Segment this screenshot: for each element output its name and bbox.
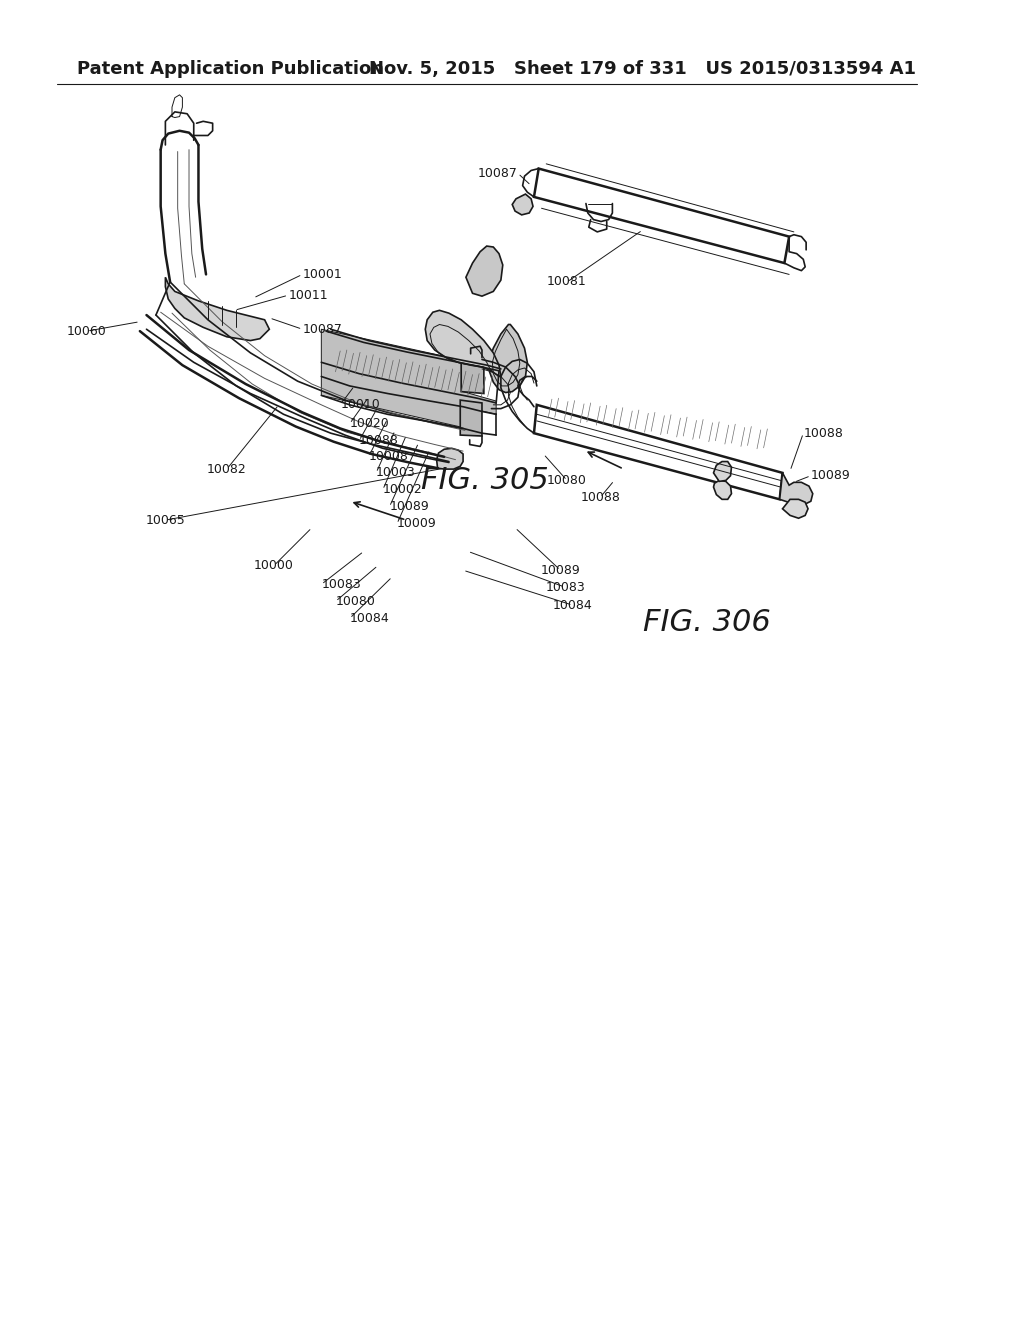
Polygon shape: [534, 405, 782, 499]
Text: 10002: 10002: [383, 483, 423, 496]
Text: 10087: 10087: [302, 322, 342, 335]
Text: FIG. 306: FIG. 306: [643, 607, 770, 636]
Text: 10080: 10080: [547, 474, 587, 487]
Text: 10003: 10003: [376, 466, 416, 479]
Polygon shape: [461, 358, 484, 393]
Polygon shape: [779, 473, 813, 506]
Polygon shape: [425, 310, 501, 376]
Polygon shape: [436, 449, 463, 469]
Polygon shape: [166, 277, 269, 341]
Text: 10088: 10088: [803, 426, 843, 440]
Text: 10081: 10081: [547, 276, 587, 289]
Text: Patent Application Publication: Patent Application Publication: [78, 61, 384, 78]
Text: 10089: 10089: [811, 469, 851, 482]
Polygon shape: [512, 194, 534, 215]
Text: 10065: 10065: [145, 513, 185, 527]
Text: 10000: 10000: [254, 558, 294, 572]
Polygon shape: [322, 329, 497, 428]
Text: 10084: 10084: [553, 599, 593, 611]
Polygon shape: [782, 499, 808, 519]
Text: 10060: 10060: [67, 325, 106, 338]
Text: 10083: 10083: [322, 578, 361, 591]
Text: 10089: 10089: [389, 500, 429, 513]
Text: 10082: 10082: [207, 462, 247, 475]
Text: 10009: 10009: [397, 517, 436, 531]
Polygon shape: [489, 325, 527, 392]
Text: 10008: 10008: [369, 450, 409, 463]
Polygon shape: [466, 246, 503, 296]
Text: 10010: 10010: [340, 399, 380, 412]
Text: 10011: 10011: [288, 289, 328, 302]
Text: 10087: 10087: [478, 166, 518, 180]
Polygon shape: [534, 169, 790, 263]
Polygon shape: [460, 400, 482, 436]
Text: 10083: 10083: [545, 581, 585, 594]
Text: FIG. 305: FIG. 305: [421, 466, 548, 495]
Text: 10080: 10080: [336, 595, 376, 609]
Text: 10088: 10088: [359, 434, 399, 447]
Polygon shape: [714, 462, 731, 482]
Text: 10084: 10084: [349, 612, 389, 624]
Text: 10088: 10088: [581, 491, 621, 504]
Text: 10020: 10020: [349, 417, 389, 430]
Text: 10001: 10001: [302, 268, 342, 281]
Text: Nov. 5, 2015   Sheet 179 of 331   US 2015/0313594 A1: Nov. 5, 2015 Sheet 179 of 331 US 2015/03…: [369, 61, 915, 78]
Polygon shape: [714, 480, 731, 499]
Text: 10089: 10089: [541, 564, 581, 577]
